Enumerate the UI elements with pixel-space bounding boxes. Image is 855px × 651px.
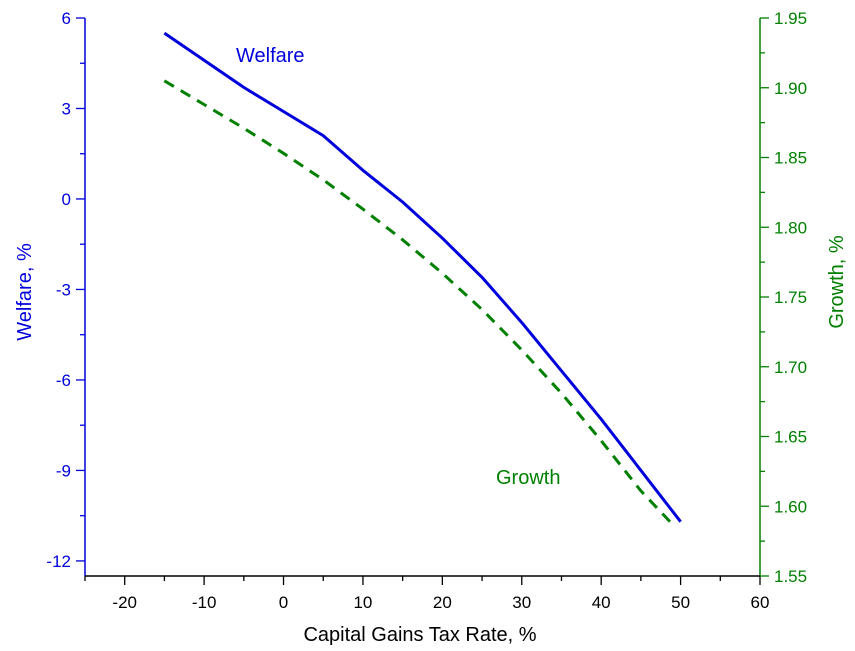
x-tick-label: 50 <box>671 593 690 612</box>
y-right-tick-label: 1.65 <box>774 428 807 447</box>
x-tick-label: 0 <box>279 593 288 612</box>
y-right-tick-label: 1.95 <box>774 9 807 28</box>
y-left-tick-label: -3 <box>56 280 71 299</box>
y-right-tick-label: 1.55 <box>774 567 807 586</box>
axes-group: -20 -10 0 10 20 30 40 50 60 -12 -9 -6 -3 0 3 6 1.55 1.60 1… <box>46 9 807 612</box>
x-tick-label: -20 <box>112 593 137 612</box>
y-right-axis-label: Growth, % <box>826 235 848 329</box>
welfare-annotation: Welfare <box>236 45 305 67</box>
y-right-tick-label: 1.80 <box>774 218 807 237</box>
y-left-tick-label: 0 <box>62 190 71 209</box>
welfare-series-line <box>163 31 682 523</box>
labels-group: Capital Gains Tax Rate, % Welfare, % Gro… <box>14 45 848 646</box>
y-right-tick-label: 1.90 <box>774 79 807 98</box>
y-right-tick-label: 1.70 <box>774 358 807 377</box>
x-tick-label: -10 <box>192 593 217 612</box>
y-left-axis-label: Welfare, % <box>14 243 36 341</box>
x-tick-label: 20 <box>433 593 452 612</box>
y-left-tick-label: 3 <box>62 99 71 118</box>
plot-group <box>163 31 682 526</box>
y-right-tick-label: 1.60 <box>774 497 807 516</box>
x-tick-label: 60 <box>751 593 770 612</box>
growth-series-line <box>163 79 674 526</box>
y-left-tick-label: 6 <box>62 9 71 28</box>
x-tick-label: 40 <box>592 593 611 612</box>
x-tick-label: 30 <box>512 593 531 612</box>
x-axis-label: Capital Gains Tax Rate, % <box>303 624 536 646</box>
y-right-tick-label: 1.75 <box>774 288 807 307</box>
y-left-tick-label: -12 <box>46 552 71 571</box>
x-tick-label: 10 <box>353 593 372 612</box>
y-right-tick-label: 1.85 <box>774 149 807 168</box>
growth-annotation: Growth <box>496 467 560 489</box>
y-left-tick-label: -9 <box>56 461 71 480</box>
y-left-tick-label: -6 <box>56 371 71 390</box>
